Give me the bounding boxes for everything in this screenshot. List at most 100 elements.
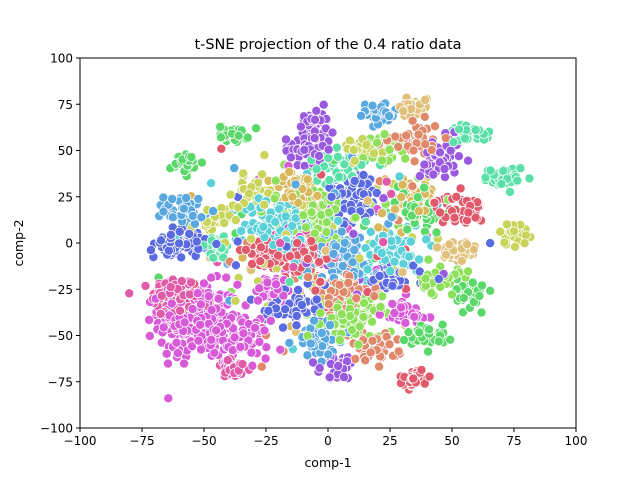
scatter-point: [192, 288, 203, 299]
scatter-point: [193, 193, 204, 204]
scatter-point: [444, 239, 455, 250]
scatter-point: [172, 348, 183, 359]
scatter-point: [196, 344, 207, 355]
scatter-point: [432, 242, 443, 253]
scatter-point: [358, 311, 369, 322]
scatter-point: [206, 304, 217, 315]
scatter-point: [421, 234, 432, 245]
scatter-point: [242, 132, 253, 143]
scatter-point: [284, 337, 295, 348]
scatter-point: [211, 325, 222, 336]
scatter-point: [519, 238, 530, 249]
scatter-point: [496, 178, 507, 189]
scatter-point: [178, 203, 189, 214]
scatter-point: [236, 225, 247, 236]
scatter-point: [397, 267, 408, 278]
scatter-point: [384, 111, 395, 122]
scatter-point: [339, 237, 350, 248]
scatter-point: [419, 111, 430, 122]
scatter-point: [299, 144, 310, 155]
scatter-point: [191, 236, 202, 247]
scatter-point: [334, 171, 345, 182]
scatter-point: [476, 280, 487, 291]
scatter-point: [255, 242, 266, 253]
scatter-point: [401, 130, 412, 141]
scatter-point: [384, 144, 395, 155]
scatter-point: [262, 277, 273, 288]
scatter-point: [344, 310, 355, 321]
scatter-point: [269, 193, 280, 204]
scatter-point: [235, 341, 246, 352]
scatter-point: [155, 235, 166, 246]
scatter-point: [385, 266, 396, 277]
scatter-point: [349, 244, 360, 255]
scatter-point: [414, 327, 425, 338]
scatter-point: [433, 336, 444, 347]
scatter-point: [377, 155, 388, 166]
scatter-point: [419, 182, 430, 193]
scatter-point: [206, 334, 217, 345]
scatter-point: [324, 175, 335, 186]
scatter-point: [348, 228, 359, 239]
scatter-point: [365, 226, 376, 237]
scatter-point: [176, 252, 187, 263]
scatter-point: [291, 310, 302, 321]
scatter-point: [309, 133, 320, 144]
x-tick-label: 100: [565, 434, 588, 448]
scatter-point: [485, 285, 496, 296]
scatter-point: [420, 95, 431, 106]
scatter-point: [360, 243, 371, 254]
scatter-point: [333, 215, 344, 226]
scatter-point: [510, 241, 521, 252]
scatter-point: [426, 144, 437, 155]
scatter-point: [243, 188, 254, 199]
scatter-point: [326, 191, 337, 202]
scatter-point: [323, 207, 334, 218]
scatter-point: [213, 293, 224, 304]
scatter-point: [409, 311, 420, 322]
scatter-point: [270, 175, 281, 186]
y-tick-label: 100: [50, 52, 73, 66]
scatter-point: [413, 206, 424, 217]
scatter-point: [216, 143, 227, 154]
scatter-point: [179, 358, 190, 369]
scatter-point: [408, 145, 419, 156]
scatter-point: [463, 207, 474, 218]
scatter-point: [360, 355, 371, 366]
scatter-point: [295, 121, 306, 132]
scatter-point: [293, 284, 304, 295]
scatter-point: [292, 238, 303, 249]
scatter-point: [287, 220, 298, 231]
x-tick-label: 50: [444, 434, 459, 448]
scatter-point: [291, 320, 302, 331]
scatter-point: [393, 346, 404, 357]
scatter-point: [162, 358, 173, 369]
y-axis-label: comp-2: [11, 219, 26, 266]
scatter-point: [358, 169, 369, 180]
scatter-point: [247, 360, 258, 371]
scatter-point: [372, 137, 383, 148]
scatter-point: [324, 372, 335, 383]
scatter-point: [446, 289, 457, 300]
scatter-point: [187, 341, 198, 352]
scatter-point: [258, 221, 269, 232]
scatter-point: [215, 132, 226, 143]
scatter-point: [174, 305, 185, 316]
scatter-point: [307, 357, 318, 368]
scatter-point: [365, 347, 376, 358]
scatter-point: [334, 335, 345, 346]
scatter-point: [221, 272, 232, 283]
scatter-point: [419, 159, 430, 170]
scatter-point: [321, 227, 332, 238]
scatter-point: [389, 256, 400, 267]
y-tick-label: 0: [65, 237, 73, 251]
scatter-point: [300, 222, 311, 233]
scatter-point: [458, 292, 469, 303]
scatter-point: [428, 169, 439, 180]
scatter-point: [287, 191, 298, 202]
scatter-point: [315, 308, 326, 319]
scatter-point: [463, 266, 474, 277]
scatter-point: [375, 301, 386, 312]
scatter-point: [354, 321, 365, 332]
scatter-point: [187, 303, 198, 314]
